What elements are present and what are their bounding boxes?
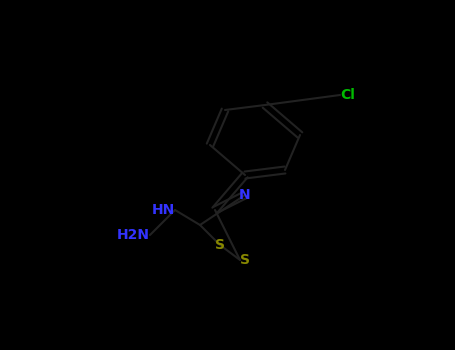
Text: S: S — [240, 253, 250, 267]
Text: H2N: H2N — [117, 228, 150, 242]
Text: N: N — [239, 188, 251, 202]
Text: HN: HN — [152, 203, 175, 217]
Text: Cl: Cl — [340, 88, 355, 102]
Text: S: S — [215, 238, 225, 252]
